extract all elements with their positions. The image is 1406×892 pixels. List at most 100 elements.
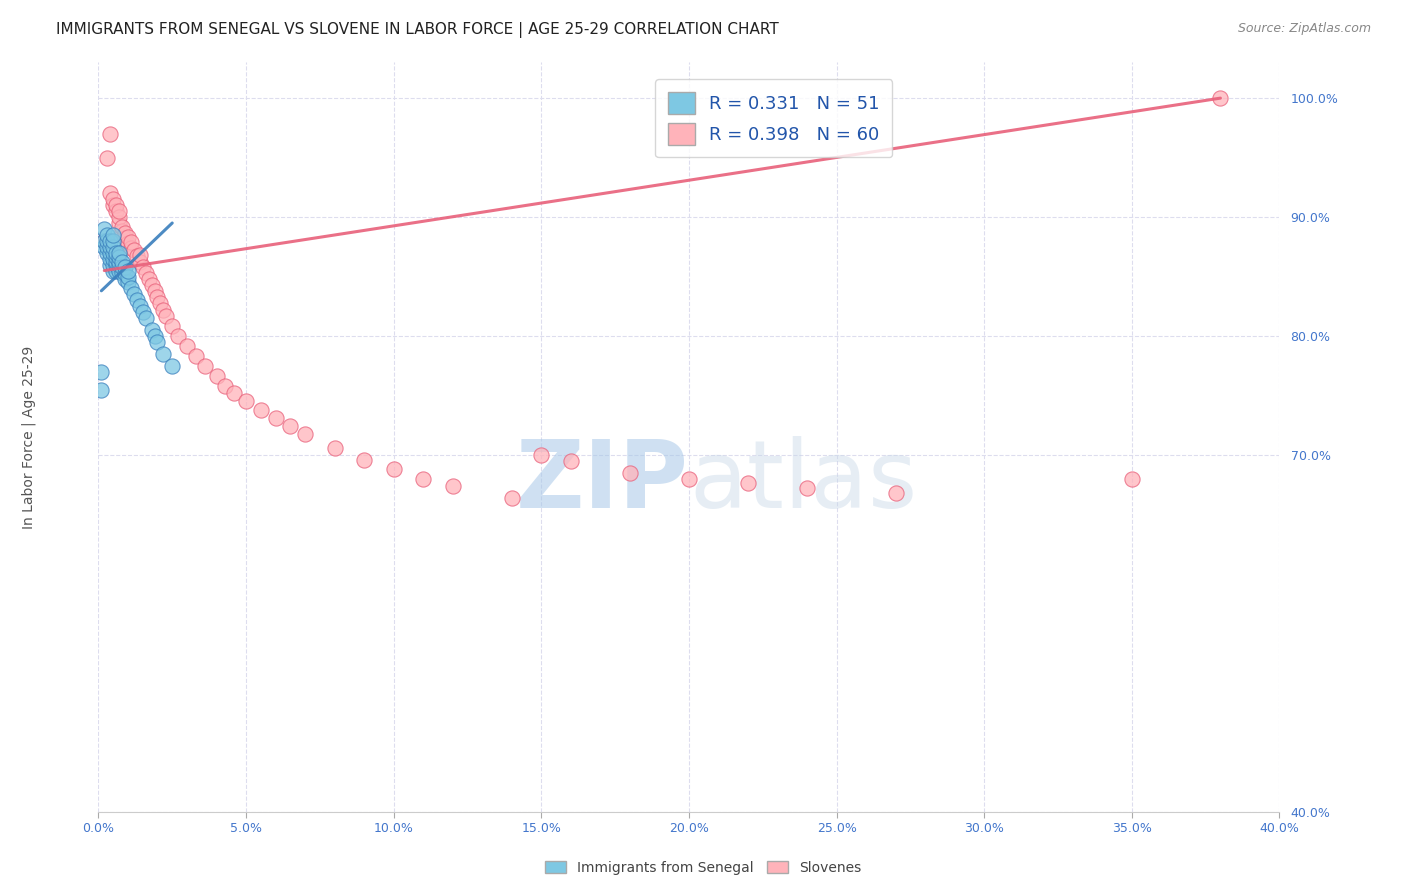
Point [128,255,150,269]
Text: IMMIGRANTS FROM SENEGAL VS SLOVENE IN LABOR FORCE | AGE 25-29 CORRELATION CHART: IMMIGRANTS FROM SENEGAL VS SLOVENE IN LA… [56,22,779,38]
Point [235,394,257,409]
Point [146,290,169,304]
Point [441,479,464,493]
Point [98,245,121,260]
Point [224,386,246,401]
Point [382,462,405,476]
Point [96,245,118,260]
Point [122,287,145,301]
Point [105,255,128,269]
Point [214,379,236,393]
Point [98,127,121,141]
Text: atlas: atlas [689,436,917,528]
Point [135,266,157,280]
Point [141,277,163,292]
Point [280,419,302,434]
Point [530,448,553,462]
Point [98,240,121,254]
Point [1209,91,1232,105]
Point [138,272,160,286]
Point [108,255,131,269]
Point [125,249,148,263]
Point [294,426,316,441]
Point [501,491,523,505]
Point [90,365,112,379]
Point [205,369,228,384]
Point [135,311,157,326]
Point [111,260,134,274]
Point [108,263,131,277]
Point [114,272,136,286]
Point [353,452,375,467]
Point [108,210,131,224]
Point [132,260,155,274]
Point [122,244,145,258]
Point [120,281,142,295]
Point [125,293,148,308]
Point [105,263,128,277]
Point [98,186,121,201]
Point [111,266,134,280]
Point [117,276,139,290]
Point [103,252,125,266]
Point [152,302,174,317]
Point [108,258,131,272]
Point [796,481,818,495]
Point [103,227,125,242]
Point [560,454,582,468]
Point [98,234,121,248]
Point [111,224,134,238]
Point [194,359,217,373]
Point [114,266,136,280]
Point [111,219,134,234]
Point [96,234,118,248]
Point [105,258,128,272]
Point [117,263,139,277]
Point [111,255,134,269]
Point [152,347,174,361]
Text: ZIP: ZIP [516,436,689,528]
Point [105,198,128,212]
Point [176,338,198,352]
Point [128,248,150,262]
Text: Source: ZipAtlas.com: Source: ZipAtlas.com [1237,22,1371,36]
Legend: R = 0.331   N = 51, R = 0.398   N = 60: R = 0.331 N = 51, R = 0.398 N = 60 [655,79,893,157]
Point [96,151,118,165]
Point [103,258,125,272]
Point [149,295,172,310]
Point [412,472,434,486]
Point [93,234,115,248]
Point [103,263,125,277]
Point [108,216,131,230]
Point [143,329,166,343]
Point [108,204,131,219]
Point [93,234,115,248]
Point [93,222,115,236]
Point [114,226,136,240]
Point [120,235,142,249]
Point [103,192,125,206]
Point [103,240,125,254]
Point [678,472,700,486]
Point [117,269,139,284]
Point [103,234,125,248]
Point [105,245,128,260]
Point [120,241,142,255]
Point [1121,472,1143,486]
Point [619,466,641,480]
Point [155,309,177,323]
Point [105,251,128,265]
Point [132,305,155,319]
Point [98,258,121,272]
Point [117,230,139,244]
Point [162,359,183,373]
Point [884,486,907,500]
Point [98,252,121,266]
Point [162,319,183,334]
Point [96,240,118,254]
Point [146,334,169,349]
Point [250,402,273,417]
Point [114,231,136,245]
Point [114,260,136,274]
Point [141,323,163,337]
